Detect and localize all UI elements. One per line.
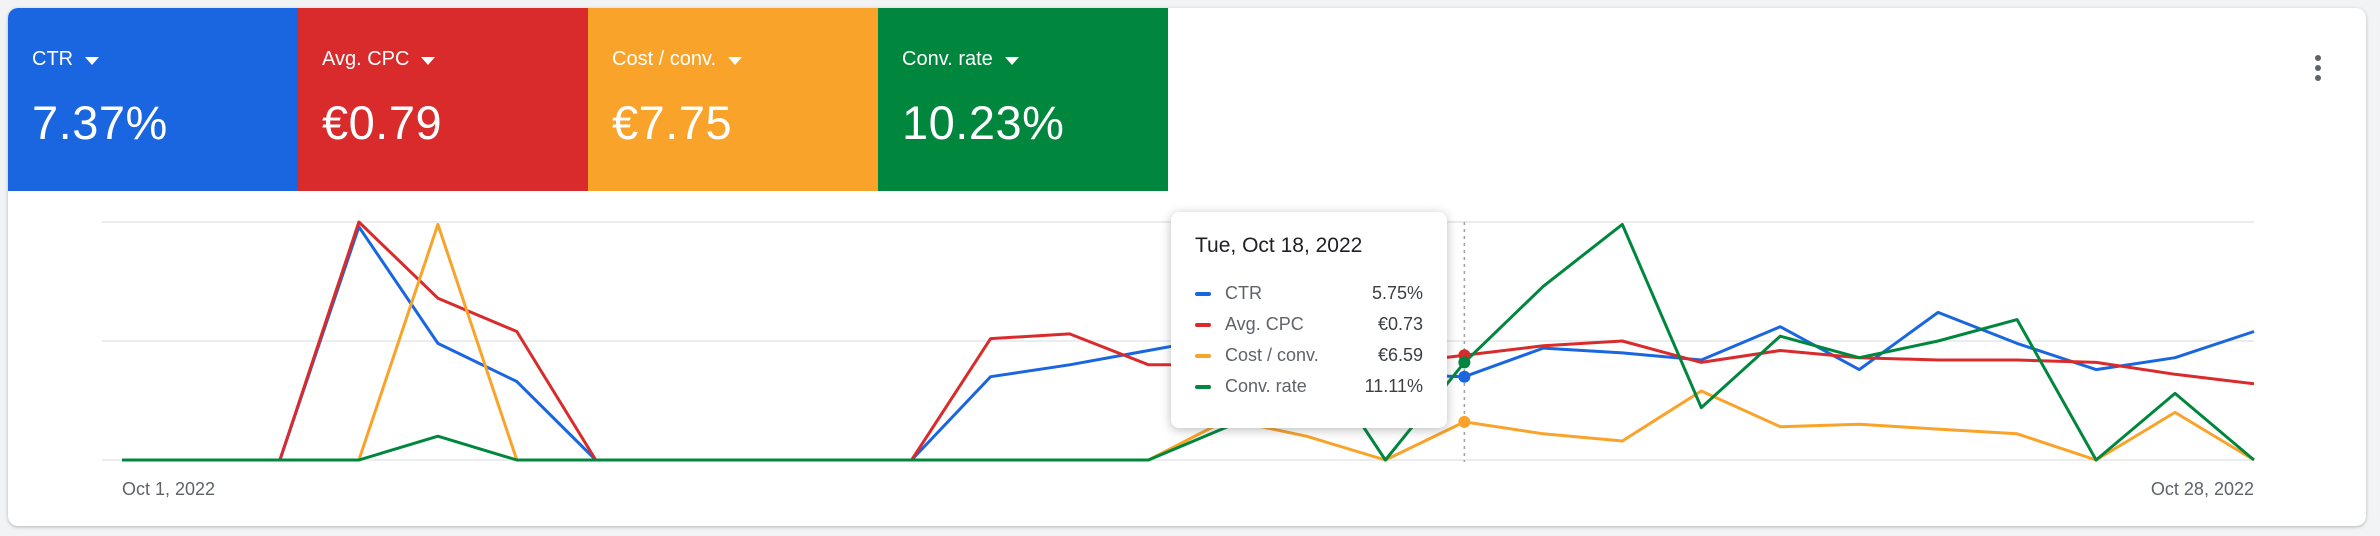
series-line-cost-conv bbox=[122, 222, 2255, 462]
metric-tile-avg-cpc[interactable]: Avg. CPC €0.79 bbox=[298, 8, 588, 191]
hover-point bbox=[1458, 370, 1471, 383]
metric-name: Cost / conv. bbox=[612, 48, 717, 70]
series-swatch bbox=[1195, 353, 1211, 358]
series-swatch bbox=[1195, 384, 1211, 389]
hover-point bbox=[1458, 356, 1471, 369]
series-line-conv-rate bbox=[122, 222, 2255, 462]
series-swatch bbox=[1195, 322, 1211, 327]
metric-tile-ctr[interactable]: CTR 7.37% bbox=[8, 8, 298, 191]
hover-points bbox=[1458, 349, 1471, 428]
metric-value: 10.23% bbox=[902, 96, 1065, 149]
tooltip-series-value: €6.59 bbox=[1377, 345, 1423, 365]
chart-tooltip: Tue, Oct 18, 2022 CTR 5.75% Avg. CPC €0.… bbox=[1171, 212, 1447, 428]
metric-value: €0.79 bbox=[322, 96, 443, 149]
more-options-icon[interactable] bbox=[2304, 48, 2332, 88]
tooltip-series-value: 11.11% bbox=[1364, 376, 1423, 396]
tooltip-series-value: €0.73 bbox=[1377, 314, 1423, 334]
dropdown-caret-icon bbox=[85, 56, 100, 65]
x-axis-end-label: Oct 28, 2022 bbox=[2151, 479, 2254, 499]
metric-tile-label: Conv. rate bbox=[902, 48, 1168, 71]
tooltip-date: Tue, Oct 18, 2022 bbox=[1195, 234, 1363, 257]
tooltip-row: Cost / conv. €6.59 bbox=[1195, 340, 1423, 371]
metric-value: €7.75 bbox=[612, 96, 733, 149]
tooltip-row: CTR 5.75% bbox=[1195, 278, 1423, 309]
metric-tile-cost-per-conv[interactable]: Cost / conv. €7.75 bbox=[588, 8, 878, 191]
performance-card: CTR 7.37% Avg. CPC €0.79 Cost / conv. €7… bbox=[8, 8, 2366, 526]
tooltip-series-name: Conv. rate bbox=[1225, 376, 1307, 396]
hover-point bbox=[1458, 415, 1471, 428]
tooltip-series-name: Avg. CPC bbox=[1225, 314, 1304, 334]
tooltip-series-name: Cost / conv. bbox=[1225, 345, 1319, 365]
metric-tile-conv-rate[interactable]: Conv. rate 10.23% bbox=[878, 8, 1168, 191]
dropdown-caret-icon bbox=[421, 56, 436, 65]
metric-tile-label: Cost / conv. bbox=[612, 48, 878, 71]
dropdown-caret-icon bbox=[728, 56, 743, 65]
x-axis-start-label: Oct 1, 2022 bbox=[122, 479, 215, 499]
metric-name: Avg. CPC bbox=[322, 48, 410, 70]
metric-tile-label: CTR bbox=[32, 48, 298, 71]
tooltip-series-value: 5.75% bbox=[1371, 283, 1423, 303]
metric-name: CTR bbox=[32, 48, 74, 70]
dropdown-caret-icon bbox=[1004, 56, 1019, 65]
tooltip-row: Conv. rate 11.11% bbox=[1195, 371, 1423, 402]
series-swatch bbox=[1195, 291, 1211, 296]
tooltip-series-name: CTR bbox=[1225, 283, 1262, 303]
metric-tiles: CTR 7.37% Avg. CPC €0.79 Cost / conv. €7… bbox=[8, 8, 1168, 191]
metric-tile-label: Avg. CPC bbox=[322, 48, 588, 71]
tooltip-row: Avg. CPC €0.73 bbox=[1195, 309, 1423, 340]
metric-name: Conv. rate bbox=[902, 48, 993, 70]
metric-value: 7.37% bbox=[32, 96, 168, 149]
